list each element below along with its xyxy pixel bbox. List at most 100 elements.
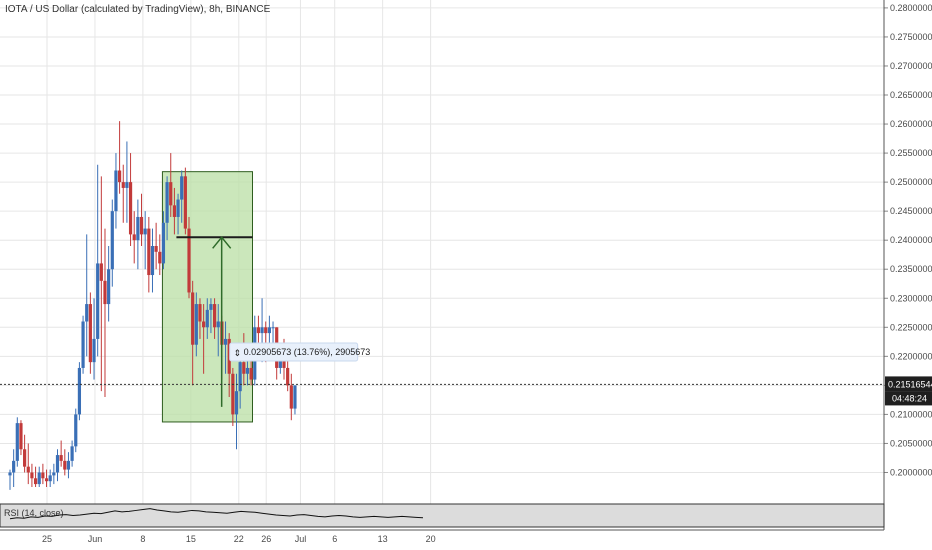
candle-body xyxy=(191,292,195,345)
candle-body xyxy=(37,472,41,485)
candle-body xyxy=(30,472,34,479)
candle-body xyxy=(136,216,140,241)
candle-body xyxy=(92,338,96,363)
candle-body xyxy=(289,385,293,409)
candle-body xyxy=(180,176,184,200)
rsi-line xyxy=(9,508,424,520)
candle-body xyxy=(44,478,49,482)
candle-body xyxy=(245,367,250,374)
price-tag xyxy=(885,376,932,392)
candle-body xyxy=(128,182,133,235)
candle-body xyxy=(161,222,166,264)
candle-body xyxy=(158,251,162,264)
x-tick-label: Jul xyxy=(295,534,307,544)
candle-body xyxy=(107,269,111,305)
candle-body xyxy=(264,327,268,334)
candle-body xyxy=(26,466,30,473)
candle-body xyxy=(286,367,290,386)
candle-body xyxy=(88,304,92,363)
candle-body xyxy=(194,304,198,345)
candle-body xyxy=(238,362,242,392)
x-tick-label: 25 xyxy=(42,534,52,544)
x-tick-label: 26 xyxy=(261,534,271,544)
candle-body xyxy=(121,182,125,188)
y-tick-label: 0.20000000 xyxy=(890,467,932,477)
axis-corner xyxy=(885,530,932,550)
candle-body xyxy=(154,246,158,252)
candle-body xyxy=(8,472,12,476)
candle-body xyxy=(183,176,187,229)
candle-body xyxy=(165,182,169,223)
measure-label-box xyxy=(229,342,359,362)
candle-body xyxy=(231,373,235,415)
candle-body xyxy=(70,446,74,461)
candle-body xyxy=(198,304,202,322)
candle-body xyxy=(271,327,275,329)
candle-body xyxy=(114,170,118,212)
candle-body xyxy=(66,460,71,470)
candle-body xyxy=(209,304,213,310)
candle-body xyxy=(48,475,52,482)
candle-body xyxy=(150,246,155,276)
x-tick-label: Jun xyxy=(88,534,103,544)
x-tick-label: 20 xyxy=(426,534,436,544)
candle-body xyxy=(187,228,191,293)
candle-body xyxy=(12,460,16,473)
candle-body xyxy=(267,327,271,334)
candle-body xyxy=(85,304,89,322)
candle-body xyxy=(110,211,114,270)
measure-arrow-head xyxy=(212,236,232,249)
x-tick-label: 8 xyxy=(140,534,145,544)
candle-body xyxy=(23,449,27,467)
rsi-pane[interactable] xyxy=(0,503,885,528)
candle-body xyxy=(125,182,129,188)
candle-body xyxy=(176,199,180,217)
candle-body xyxy=(260,327,264,334)
chart-title: IOTA / US Dollar (calculated by TradingV… xyxy=(5,4,271,15)
x-tick-label: 6 xyxy=(332,534,337,544)
x-tick-label: 22 xyxy=(234,534,244,544)
candle-body xyxy=(99,263,103,281)
candle-body xyxy=(33,478,38,485)
candle-body xyxy=(147,228,151,276)
candle-body xyxy=(103,280,107,305)
candle-body xyxy=(15,423,19,461)
candle-body xyxy=(242,362,246,374)
candle-body xyxy=(205,309,209,328)
x-tick-label: 15 xyxy=(186,534,196,544)
countdown-tag xyxy=(885,391,932,406)
candle-body xyxy=(55,455,60,473)
candle-body xyxy=(19,423,23,450)
candle-body xyxy=(202,321,206,328)
candle-body xyxy=(249,367,253,380)
candle-body xyxy=(132,234,136,241)
range-icon: ⇕ xyxy=(234,348,242,358)
candle-body xyxy=(223,338,228,345)
candle-body xyxy=(139,216,144,235)
candle-body xyxy=(41,472,45,479)
candle-body xyxy=(74,414,78,447)
candle-body xyxy=(216,321,220,328)
candle-body xyxy=(293,385,297,409)
candle-body xyxy=(63,460,67,470)
candle-body xyxy=(256,327,261,334)
candle-body xyxy=(234,391,239,415)
price-tag-value: 0.21516544 xyxy=(888,379,932,389)
rsi-label: RSI (14, close) xyxy=(4,508,64,518)
candle-body xyxy=(143,228,147,235)
candle-body xyxy=(96,263,100,339)
